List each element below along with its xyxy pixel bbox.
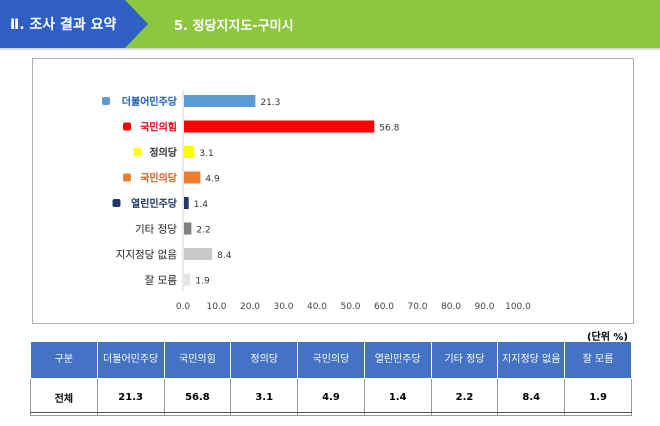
party-logo-mark [133,148,142,156]
header-title-band [118,0,660,48]
table-header-cell: 지지정당 없음 [497,341,566,379]
x-tick-label: 70.0 [407,302,427,312]
bar-chart: 더불어민주당 21.3 국민의힘 56.8 정의당 3.1 국민의당 4.9 열린민주당 1.4 기… [102,91,531,312]
table-header-row: 구분 더불어민주당 국민의힘 정의당 국민의당 열린민주당 기타 정당 지지정당 없음 잘 모름 [30,341,632,379]
table-bottom-rule [30,412,632,413]
category-label: 국민의힘 [140,121,177,134]
x-tick-label: 40.0 [307,302,327,312]
table-row: 전체 21.3 56.8 3.1 4.9 1.4 2.2 8.4 1.9 [30,378,632,416]
table-cell: 21.3 [96,378,165,416]
table-cell: 8.4 [497,378,566,416]
page-header: Ⅱ. 조사 결과 요약 5. 정당지지도-구미시 [0,0,660,48]
x-tick-label: 60.0 [374,302,394,312]
data-label: 1.9 [195,277,210,287]
x-tick-label: 30.0 [273,302,293,312]
header-section-band [0,0,148,48]
table-cell: 56.8 [163,378,232,416]
bar [184,120,375,133]
party-logo-mark [123,122,131,131]
category-label: 국민의당 [140,172,178,185]
data-label: 2.2 [196,226,210,236]
table-header-cell: 국민의힘 [163,341,232,379]
table-header-cell: 열린민주당 [363,341,432,379]
bar [184,171,201,184]
category-label: 정의당 [149,146,177,159]
x-tick-label: 80.0 [441,302,461,312]
section-label: Ⅱ. 조사 결과 요약 [10,17,117,33]
bar [184,222,192,235]
table-cell: 4.9 [297,378,365,416]
table-header-cell: 정의당 [230,341,299,379]
table-header-cell: 구분 [30,341,98,379]
table-cell: 3.1 [230,378,299,416]
x-tick-label: 20.0 [240,302,260,312]
table-row-header: 전체 [30,378,98,416]
unit-label: (단위 %) [586,332,628,343]
bar [184,95,256,107]
party-logo-mark [102,97,110,105]
x-tick-label: 0.0 [176,302,191,312]
party-logo-mark [123,173,131,182]
category-label: 더불어민주당 [122,95,178,108]
chart-frame: 더불어민주당 21.3 국민의힘 56.8 정의당 3.1 국민의당 4.9 열린민주당 1.4 기… [32,58,634,324]
category-label: 지지정당 없음 [116,248,178,261]
table-cell: 1.9 [564,378,632,416]
category-label: 잘 모름 [145,275,178,287]
x-tick-label: 90.0 [474,302,494,312]
category-label: 열린민주당 [131,197,178,210]
table-header-cell: 더불어민주당 [96,341,165,379]
x-tick-label: 50.0 [340,302,360,312]
bar [184,273,191,286]
header-divider [0,48,660,50]
results-table: 구분 더불어민주당 국민의힘 정의당 국민의당 열린민주당 기타 정당 지지정당 없음 잘 모름… [30,341,632,416]
table-cell: 2.2 [430,378,499,416]
table-header-cell: 국민의당 [297,341,365,379]
category-label: 기타 정당 [135,224,177,236]
table-header-cell: 기타 정당 [430,341,499,379]
data-label: 21.3 [260,98,280,108]
data-label: 3.1 [199,149,213,159]
x-tick-label: 100.0 [505,302,531,312]
x-tick-label: 10.0 [206,302,226,312]
data-label: 1.4 [194,200,209,210]
party-logo-mark [112,199,121,207]
table-body: 전체 21.3 56.8 3.1 4.9 1.4 2.2 8.4 1.9 [30,378,632,416]
data-label: 4.9 [205,175,220,185]
data-label: 56.8 [379,124,399,134]
page-title: 5. 정당지지도-구미시 [174,19,294,34]
bar [184,197,189,209]
bar [184,146,195,158]
bar [184,248,213,260]
table-cell: 1.4 [363,378,432,416]
table-header-cell: 잘 모름 [564,341,632,379]
data-label: 8.4 [217,251,232,261]
